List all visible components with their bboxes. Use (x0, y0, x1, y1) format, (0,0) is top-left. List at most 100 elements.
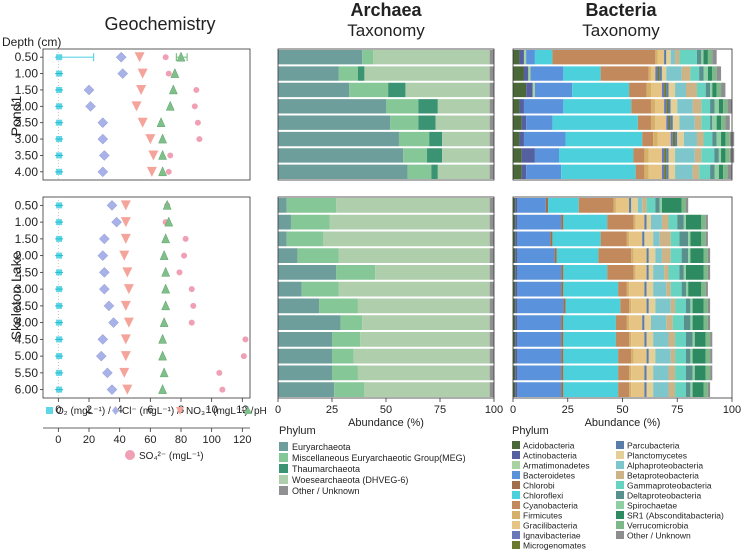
bacteria-segment (517, 348, 562, 364)
ph-point (158, 166, 167, 177)
cl-point (98, 233, 110, 245)
bacteria-segment (712, 115, 717, 130)
bacteria-segment (563, 332, 616, 347)
bacteria-legend-swatch (512, 531, 520, 539)
bacteria-legend-swatch (512, 441, 520, 449)
depth-tick-label: 2.00 (15, 249, 39, 263)
bacteria-segment (707, 382, 711, 397)
bacteria-segment (513, 198, 516, 213)
bacteria-segment (701, 231, 706, 247)
so4-tick-label: 120 (233, 434, 251, 446)
archaea-frame-0 (277, 48, 495, 181)
so4-point (196, 136, 203, 143)
archaea-segment (323, 231, 490, 247)
bacteria-segment (633, 265, 636, 280)
archaea-segment (278, 298, 320, 314)
bacteria-segment (620, 298, 630, 314)
abundance-tick-label: 75 (671, 404, 683, 416)
bacteria-segment (517, 365, 562, 381)
bacteria-segment (690, 248, 704, 263)
bacteria-segment (686, 214, 702, 230)
bacteria-segment (515, 382, 518, 397)
depth-tick-label: 0.50 (15, 198, 39, 212)
bacteria-segment (721, 131, 726, 147)
bacteria-segment (686, 281, 689, 297)
archaea-segment (349, 82, 389, 98)
depth-tick-label: 3.00 (15, 132, 39, 146)
bacteria-legend-swatch (616, 441, 624, 449)
bacteria-segment (646, 298, 649, 314)
bacteria-segment (712, 50, 717, 65)
bacteria-segment (521, 115, 527, 130)
bacteria-segment (650, 99, 656, 114)
archaea-segment (489, 66, 494, 81)
bacteria-segment (727, 99, 732, 114)
bacteria-segment (670, 348, 676, 364)
group-label-skeleton-lake: Skeleton Lake (8, 251, 24, 340)
bacteria-x-axis-label: Abundance (%) (585, 417, 661, 429)
archaea-segment (362, 315, 490, 330)
bacteria-segment (635, 164, 645, 179)
bacteria-segment (523, 66, 529, 81)
bacteria-segment (692, 348, 706, 364)
bacteria-segment (563, 315, 616, 330)
bacteria-segment (513, 298, 516, 314)
bacteria-segment (513, 115, 522, 130)
bacteria-segment (561, 214, 564, 230)
bacteria-segment (644, 315, 651, 330)
bacteria-segment (629, 315, 643, 330)
cl-point (97, 166, 109, 178)
no3-point (120, 200, 131, 211)
archaea-legend-swatch (279, 442, 288, 451)
bacteria-segment (515, 348, 518, 364)
so4-point (242, 336, 249, 343)
bacteria-legend-swatch (616, 471, 624, 479)
archaea-segment (278, 66, 339, 81)
bacteria-segment (629, 281, 645, 297)
depth-tick-label: 5.00 (15, 349, 39, 363)
bacteria-segment (668, 214, 678, 230)
bacteria-legend-label: Spirochaetae (627, 501, 677, 511)
bacteria-segment (666, 50, 671, 65)
bacteria-segment (677, 131, 684, 147)
bacteria-segment (714, 164, 719, 179)
bacteria-segment (705, 365, 711, 381)
archaea-segment (336, 265, 376, 280)
ph-point (158, 333, 167, 344)
cl-point (85, 100, 96, 112)
bacteria-segment (721, 148, 726, 163)
bacteria-legend-swatch (512, 511, 520, 519)
bacteria-segment (670, 298, 676, 314)
bacteria-segment (528, 66, 531, 81)
archaea-segment (278, 332, 332, 347)
bacteria-segment (659, 198, 662, 213)
archaea-segment (489, 82, 494, 98)
archaea-segment (489, 248, 494, 263)
bacteria-segment (563, 298, 566, 314)
bacteria-segment (563, 214, 608, 230)
bacteria-segment (670, 99, 678, 114)
bacteria-segment (563, 99, 632, 114)
archaea-segment (390, 115, 419, 130)
bacteria-segment (629, 365, 632, 381)
archaea-segment (489, 298, 494, 314)
bacteria-segment (646, 248, 649, 263)
abundance-tick-label: 100 (485, 404, 503, 416)
depth-tick-label: 4.00 (15, 165, 39, 179)
bacteria-segment (659, 66, 662, 81)
bacteria-segment (705, 82, 711, 98)
geo-top-tick-label: 6 (147, 404, 153, 416)
bacteria-segment (668, 164, 676, 179)
archaea-segment (388, 82, 406, 98)
bacteria-segment (705, 281, 708, 297)
abundance-tick-label: 50 (380, 404, 392, 416)
so4-tick-label: 80 (175, 434, 187, 446)
archaea-segment (360, 332, 490, 347)
bacteria-segment (648, 348, 656, 364)
archaea-legend-label: Woesearchaeota (DHVEG-6) (292, 475, 408, 485)
bacteria-segment (642, 131, 654, 147)
bacteria-segment (515, 365, 518, 381)
bacteria-legend-swatch (616, 481, 624, 489)
archaea-segment (278, 164, 408, 179)
depth-tick-label: 4.00 (15, 316, 39, 330)
